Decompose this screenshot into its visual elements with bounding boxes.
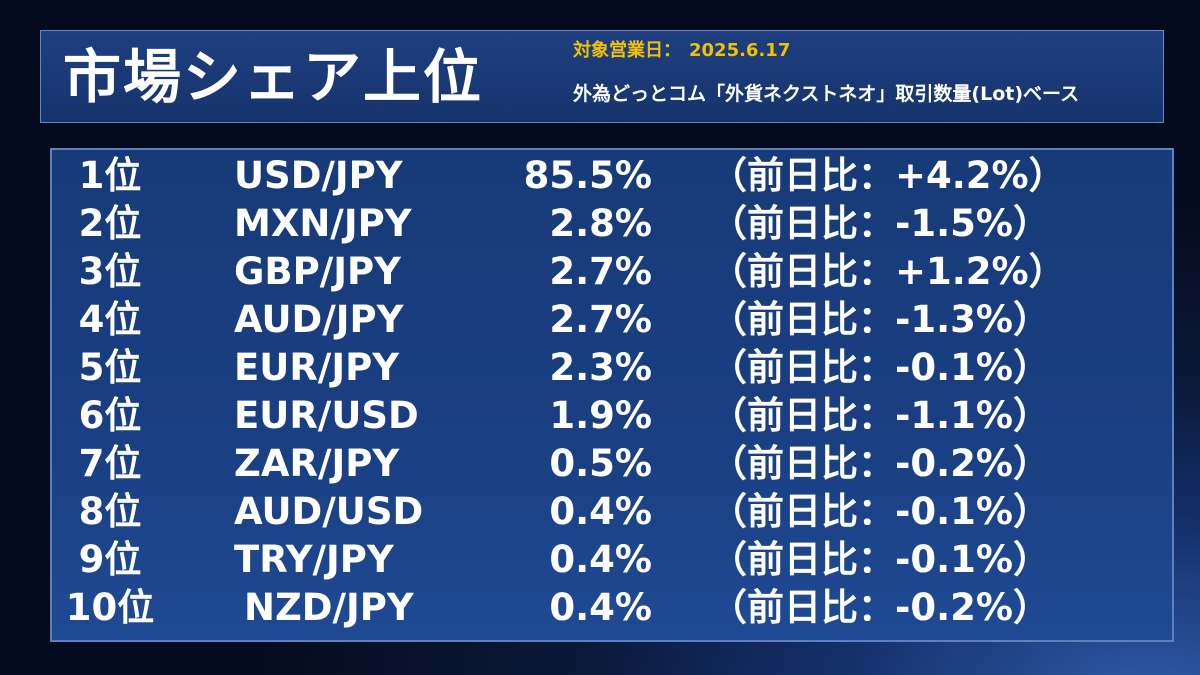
table-row: 6位 EUR/USD 1.9% （前日比：-1.1%） — [52, 392, 1172, 440]
share-cell: 0.5% — [549, 442, 652, 485]
share-cell: 2.3% — [549, 346, 652, 389]
share-cell: 2.7% — [549, 298, 652, 341]
pair-cell: GBP/JPY — [234, 250, 401, 293]
rank-cell: 3位 — [78, 250, 142, 293]
pair-cell: MXN/JPY — [234, 202, 412, 245]
rank-cell: 5位 — [78, 346, 142, 389]
change-cell: （前日比：+1.2%） — [710, 250, 1066, 293]
change-cell: （前日比：-0.2%） — [710, 586, 1050, 629]
change-cell: （前日比：-0.1%） — [710, 538, 1050, 581]
rank-cell: 7位 — [78, 442, 142, 485]
business-date-value: 2025.6.17 — [689, 40, 791, 61]
change-cell: （前日比：-0.1%） — [710, 346, 1050, 389]
business-date-label: 対象営業日： — [573, 40, 681, 61]
pair-cell: ZAR/JPY — [234, 442, 400, 485]
pair-cell: EUR/USD — [234, 394, 419, 437]
table-row: 7位 ZAR/JPY 0.5% （前日比：-0.2%） — [52, 440, 1172, 488]
change-cell: （前日比：-0.2%） — [710, 442, 1050, 485]
change-cell: （前日比：+4.2%） — [710, 154, 1066, 197]
share-cell: 2.7% — [549, 250, 652, 293]
pair-cell: NZD/JPY — [244, 586, 414, 629]
table-row: 3位 GBP/JPY 2.7% （前日比：+1.2%） — [52, 248, 1172, 296]
pair-cell: USD/JPY — [234, 154, 403, 197]
table-row: 4位 AUD/JPY 2.7% （前日比：-1.3%） — [52, 296, 1172, 344]
pair-cell: TRY/JPY — [234, 538, 394, 581]
change-cell: （前日比：-1.3%） — [710, 298, 1050, 341]
share-cell: 1.9% — [549, 394, 652, 437]
basis-note: 外為どっとコム「外貨ネクストネオ」取引数量(Lot)ベース — [573, 83, 1080, 105]
table-row: 8位 AUD/USD 0.4% （前日比：-0.1%） — [52, 488, 1172, 536]
rank-cell: 9位 — [78, 538, 142, 581]
table-row: 10位 NZD/JPY 0.4% （前日比：-0.2%） — [52, 584, 1172, 632]
pair-cell: AUD/USD — [234, 490, 424, 533]
rank-cell: 1位 — [78, 154, 142, 197]
ranking-table: 1位 USD/JPY 85.5% （前日比：+4.2%） 2位 MXN/JPY … — [50, 148, 1174, 642]
share-cell: 85.5% — [523, 154, 652, 197]
rank-cell: 10位 — [65, 586, 155, 629]
pair-cell: EUR/JPY — [234, 346, 400, 389]
rank-cell: 4位 — [78, 298, 142, 341]
rank-cell: 8位 — [78, 490, 142, 533]
pair-cell: AUD/JPY — [234, 298, 404, 341]
business-date: 対象営業日： 2025.6.17 — [573, 39, 790, 63]
share-cell: 2.8% — [549, 202, 652, 245]
change-cell: （前日比：-1.5%） — [710, 202, 1050, 245]
table-row: 1位 USD/JPY 85.5% （前日比：+4.2%） — [52, 152, 1172, 200]
page-title: 市場シェア上位 — [63, 43, 484, 111]
share-cell: 0.4% — [549, 538, 652, 581]
rank-cell: 2位 — [78, 202, 142, 245]
share-cell: 0.4% — [549, 586, 652, 629]
change-cell: （前日比：-1.1%） — [710, 394, 1050, 437]
header-banner: 市場シェア上位 対象営業日： 2025.6.17 外為どっとコム「外貨ネクストネオ… — [40, 30, 1164, 123]
table-row: 2位 MXN/JPY 2.8% （前日比：-1.5%） — [52, 200, 1172, 248]
table-row: 5位 EUR/JPY 2.3% （前日比：-0.1%） — [52, 344, 1172, 392]
change-cell: （前日比：-0.1%） — [710, 490, 1050, 533]
table-row: 9位 TRY/JPY 0.4% （前日比：-0.1%） — [52, 536, 1172, 584]
rank-cell: 6位 — [78, 394, 142, 437]
share-cell: 0.4% — [549, 490, 652, 533]
